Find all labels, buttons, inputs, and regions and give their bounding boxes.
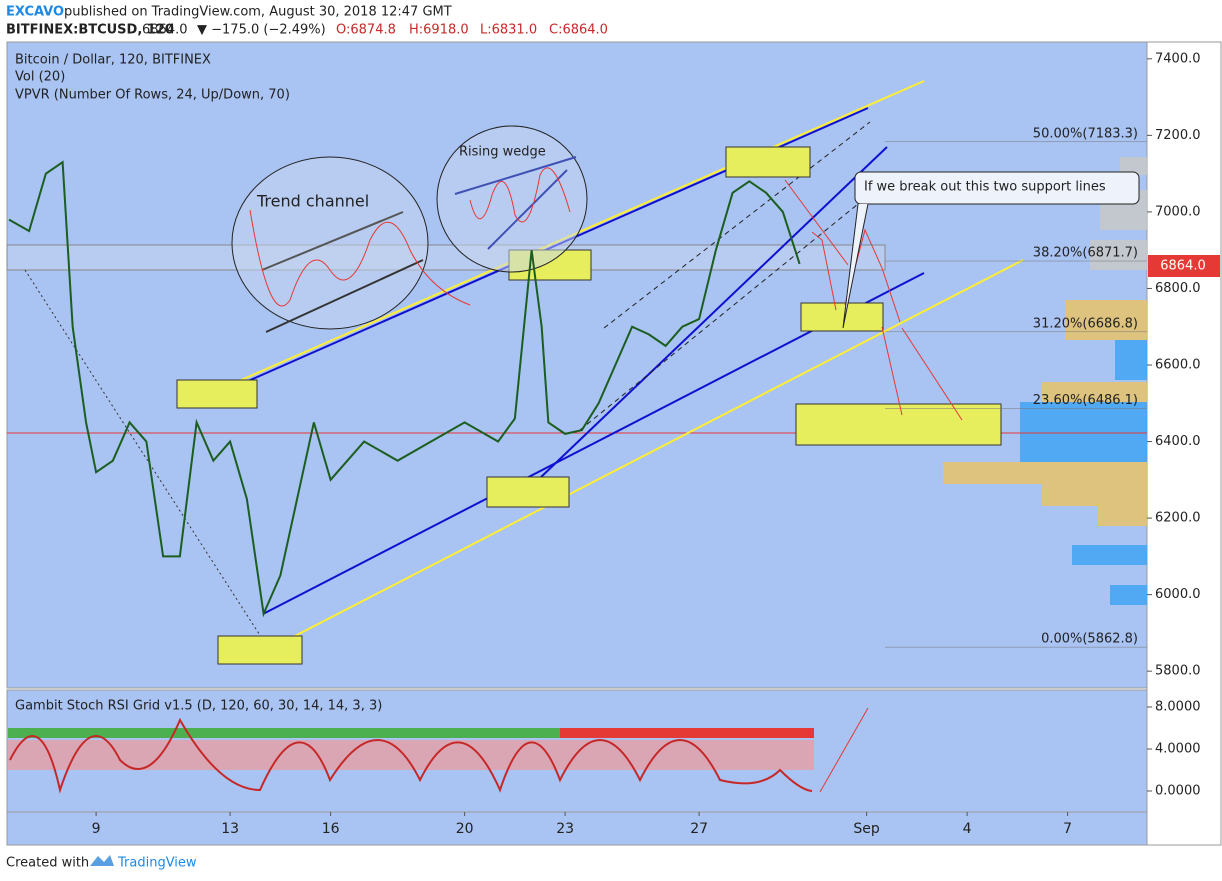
arrows [784,179,963,793]
osc-tick-label: 8.0000 [1155,700,1201,715]
box [800,302,884,332]
y-tick-label: 7400.0 [1155,51,1201,66]
x-tick-label: 20 [456,821,474,837]
vpvr [943,157,1147,605]
heat-row [8,728,814,738]
osc-line [9,717,813,794]
x-tick-label: 13 [221,821,239,837]
trend-line [539,146,888,479]
last: 6864.0 [142,23,188,38]
footer: Created with [6,856,89,871]
sketch [261,211,404,271]
oscillator-title: Gambit Stoch RSI Grid v1.5 (D, 120, 60, … [15,699,382,714]
dotted-line [24,269,264,641]
x-tick-label: Sep [853,821,880,837]
y-tick-label: 6400.0 [1155,434,1201,449]
callout-pointer [842,203,869,329]
x-tick-label: 16 [322,821,340,837]
x-tick-label: 23 [556,821,574,837]
osc-grid [8,717,814,794]
vp-bar [943,462,1147,484]
osc-tick-label: 0.0000 [1155,784,1201,799]
sketch [469,167,571,223]
fib-label: 0.00%(5862.8) [1041,632,1138,647]
y-tick-label: 6200.0 [1155,511,1201,526]
price-line [8,160,801,618]
y-tick-label: 5800.0 [1155,664,1201,679]
drawings [24,80,1140,793]
price-tag [1148,255,1220,277]
vp-bar [1098,506,1147,526]
price-axis [1146,41,1222,846]
y-tick-label: 6800.0 [1155,281,1201,296]
fib-label: 38.20%(6871.7) [1033,246,1138,261]
published: published on TradingView.com, August 30,… [64,5,452,20]
box [217,635,303,665]
zone [6,244,886,271]
vp-bar [1042,382,1147,402]
heat-row [560,728,814,738]
x-tick-label: 9 [92,821,101,837]
y-tick-label: 6000.0 [1155,587,1201,602]
trend-line [263,259,1024,653]
x-tick-label: 27 [690,821,708,837]
box [795,403,1002,446]
box [176,379,258,409]
annotation: Trend channel [256,192,369,211]
sketch [454,156,577,195]
price-tag-text: 6864.0 [1160,259,1206,274]
vp-bar [1020,402,1147,462]
fib-label: 23.60%(6486.1) [1033,393,1138,408]
box [486,476,570,508]
sketch [249,209,471,307]
vp-bar [1065,300,1147,340]
dashed-line [603,121,871,329]
high: H:6918.0 [409,23,469,38]
logo [90,855,114,866]
footer-brand[interactable]: TradingView [117,856,197,871]
annotation: Rising wedge [459,145,546,160]
y-tick-label: 7000.0 [1155,204,1201,219]
y-tick-label: 7200.0 [1155,128,1201,143]
symbol: BITFINEX:BTCUSD, 120 [6,23,174,38]
open: O:6874.8 [336,23,396,38]
box [725,146,811,178]
x-tick-label: 4 [963,821,972,837]
sketch [487,169,568,250]
callout-box [854,171,1140,205]
legend: Bitcoin / Dollar, 120, BITFINEX [15,53,211,68]
x-tick-label: 7 [1063,821,1072,837]
time-axis [6,811,1148,846]
annotation: If we break out this two support lines [864,180,1106,195]
vp-bar [1090,240,1147,270]
main-pane [6,41,1148,689]
sketch [265,259,424,333]
y-tick-label: 6600.0 [1155,358,1201,373]
legend: VPVR (Number Of Rows, 24, Up/Down, 70) [15,88,290,103]
close: C:6864.0 [549,23,608,38]
low: L:6831.0 [480,23,537,38]
vp-bar [1072,545,1147,565]
vp-bar [1110,585,1147,605]
vp-bar [1042,484,1147,506]
legend: Vol (20) [15,70,65,85]
vp-bar [1120,157,1147,175]
fib-label: 50.00%(7183.3) [1033,126,1138,141]
osc-tick-label: 4.0000 [1155,742,1201,757]
change: ▼ −175.0 (−2.49%) [197,23,326,38]
vp-bar [1115,340,1147,380]
fib-label: 31.20%(6686.8) [1033,316,1138,331]
author: EXCAVO [6,5,64,20]
dashed-line [579,177,891,431]
